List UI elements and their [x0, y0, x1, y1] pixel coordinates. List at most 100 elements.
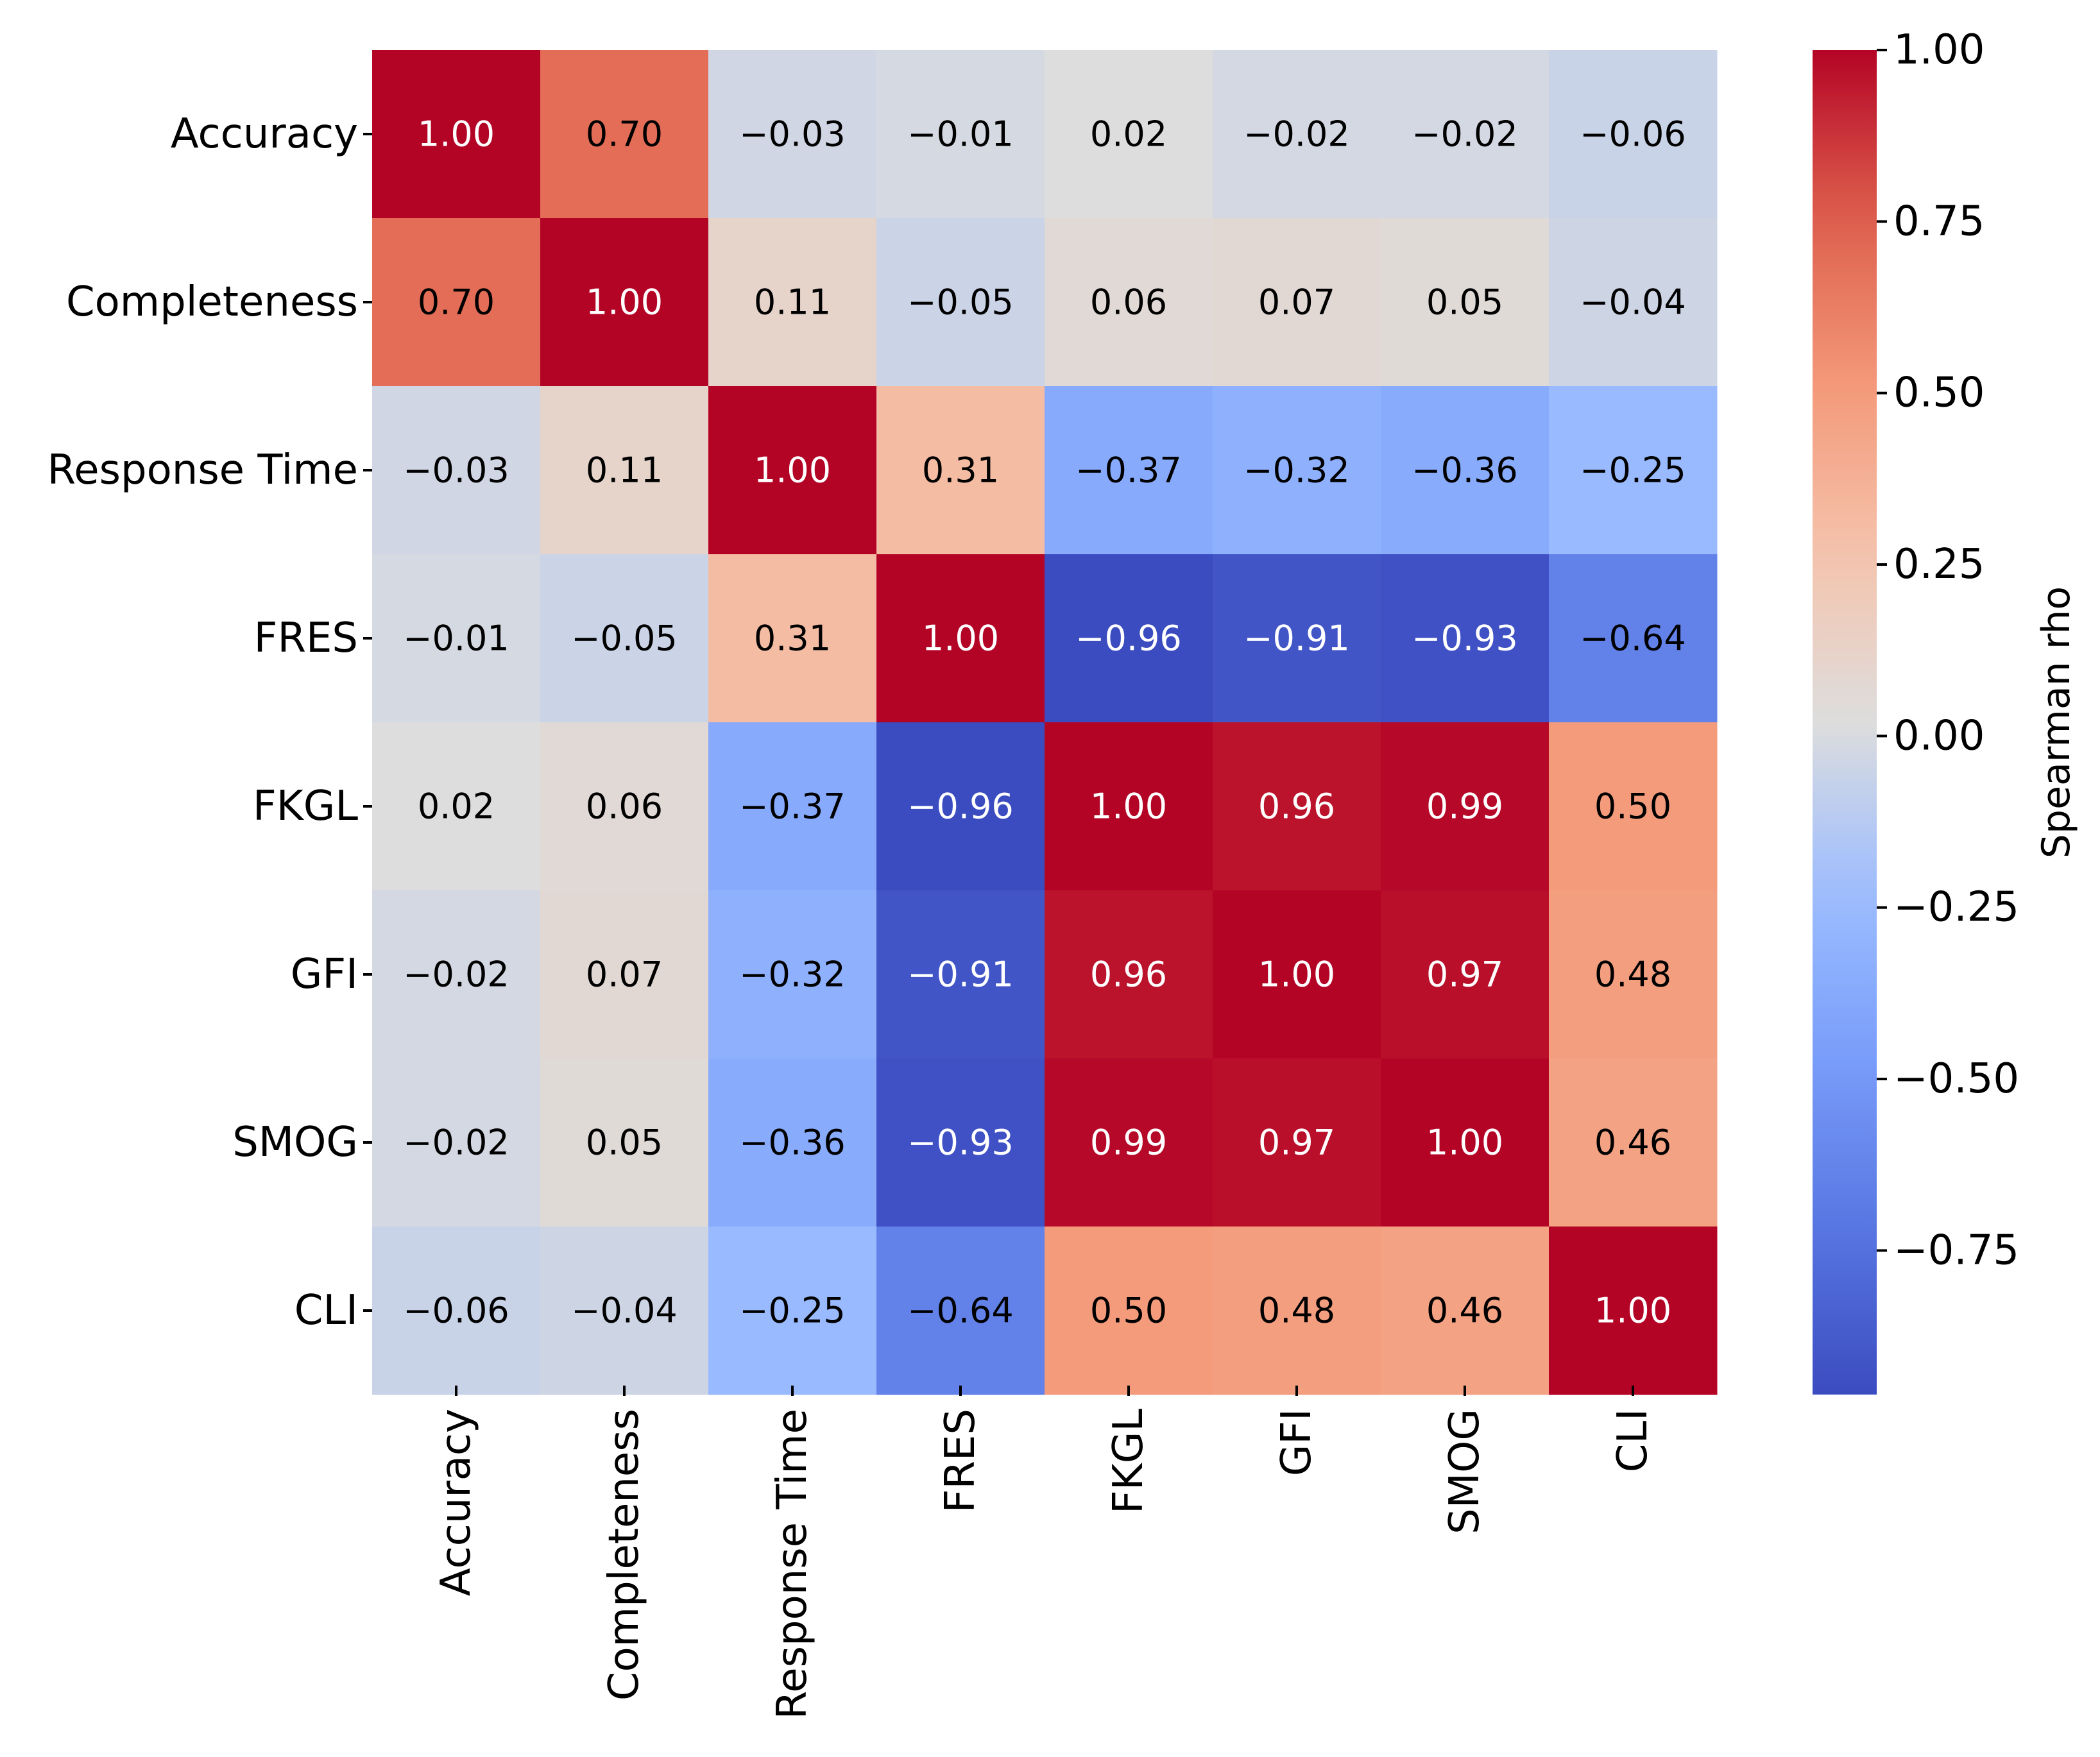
heatmap-cell [1381, 1227, 1549, 1395]
heatmap-cell [1213, 890, 1381, 1059]
colorbar-tick-label: 1.00 [1893, 26, 1985, 74]
heatmap-cell [708, 50, 877, 219]
cell-value-label: −0.05 [571, 618, 677, 659]
y-tick-label: SMOG [232, 1119, 358, 1166]
cell-value-label: 0.02 [418, 786, 495, 827]
x-tick-label: Completeness [601, 1409, 648, 1701]
cell-value-label: −0.37 [1075, 450, 1181, 491]
heatmap-cell [1213, 1227, 1381, 1395]
y-tick-label: CLI [295, 1287, 358, 1334]
heatmap-cell [876, 554, 1045, 723]
colorbar-tick-label: 0.25 [1893, 541, 1985, 588]
heatmap-cell [1549, 50, 1718, 219]
cell-value-label: −0.32 [739, 955, 845, 995]
cell-value-label: 0.97 [1258, 1123, 1335, 1163]
cell-value-label: 0.50 [1594, 786, 1671, 827]
cell-value-label: 0.48 [1258, 1291, 1335, 1331]
cell-value-label: −0.25 [1580, 450, 1686, 491]
cell-value-label: −0.02 [1412, 114, 1517, 155]
cell-value-label: −0.02 [403, 955, 509, 995]
cell-value-label: 0.50 [1090, 1291, 1167, 1331]
y-tick-label: GFI [291, 951, 358, 998]
heatmap-cell [1045, 554, 1213, 723]
heatmap-cell [708, 722, 877, 891]
heatmap-cell [1213, 1058, 1381, 1227]
heatmap-cell [372, 890, 541, 1059]
cell-value-label: 0.99 [1090, 1123, 1167, 1163]
cell-value-label: 0.05 [1426, 282, 1503, 323]
cell-value-label: 0.96 [1258, 786, 1335, 827]
y-tick-label: Response Time [47, 446, 358, 494]
cell-value-label: −0.64 [907, 1291, 1013, 1331]
heatmap-cell [1381, 722, 1549, 891]
heatmap-cell [372, 554, 541, 723]
heatmap-cell [372, 1227, 541, 1395]
cell-value-label: 1.00 [418, 114, 495, 155]
cell-value-label: 1.00 [922, 618, 999, 659]
cell-value-label: −0.93 [907, 1123, 1013, 1163]
heatmap-cell [1381, 386, 1549, 555]
heatmap-cell [540, 218, 709, 387]
cell-value-label: 1.00 [1258, 955, 1335, 995]
heatmap-cell [1213, 50, 1381, 219]
cell-value-label: −0.01 [907, 114, 1013, 155]
cell-value-label: 0.02 [1090, 114, 1167, 155]
cell-value-label: −0.32 [1243, 450, 1349, 491]
colorbar-label: Spearman rho [2034, 586, 2079, 858]
y-tick-label: Accuracy [171, 110, 358, 158]
colorbar-tick-label: 0.75 [1893, 198, 1985, 245]
heatmap-cell [540, 386, 709, 555]
cell-value-label: 1.00 [1594, 1291, 1671, 1331]
heatmap-cell [540, 1058, 709, 1227]
heatmap-cell [708, 890, 877, 1059]
cell-value-label: 0.46 [1426, 1291, 1503, 1331]
x-axis-labels: Accuracy Completeness Response Time FRES FKG… [432, 1386, 1657, 1719]
cell-value-label: 1.00 [754, 450, 831, 491]
heatmap-cell [372, 386, 541, 555]
colorbar-tick-label: −0.50 [1893, 1055, 2019, 1103]
cell-value-label: −0.37 [739, 786, 845, 827]
colorbar-gradient [1813, 50, 1877, 1395]
heatmap-cell [1549, 890, 1718, 1059]
heatmap-cell [1045, 890, 1213, 1059]
cell-value-label: 0.06 [586, 786, 663, 827]
x-tick-label: GFI [1273, 1409, 1320, 1476]
heatmap-cell [372, 218, 541, 387]
cell-value-label: −0.06 [403, 1291, 509, 1331]
heatmap-cell [1549, 386, 1718, 555]
cell-value-label: −0.01 [403, 618, 509, 659]
cell-value-label: 0.31 [922, 450, 999, 491]
heatmap-cell [876, 1227, 1045, 1395]
heatmap-cell [1213, 722, 1381, 891]
cell-value-label: 0.99 [1426, 786, 1503, 827]
cell-value-label: −0.03 [403, 450, 509, 491]
x-tick-label: SMOG [1441, 1409, 1489, 1534]
cell-annotations: 1.00 0.70 −0.03 −0.01 0.02 −0.02 −0.02 −0.06 0.7… [403, 114, 1686, 1331]
cell-value-label: −0.96 [1075, 618, 1181, 659]
cell-value-label: −0.36 [739, 1123, 845, 1163]
heatmap-cell [1549, 1227, 1718, 1395]
cell-value-label: −0.03 [739, 114, 845, 155]
cell-value-label: 0.48 [1594, 955, 1671, 995]
heatmap-cell [540, 1227, 709, 1395]
heatmap-cell [1213, 386, 1381, 555]
cell-value-label: 0.06 [1090, 282, 1167, 323]
colorbar-tick-label: −0.25 [1893, 884, 2019, 931]
x-tick-label: FKGL [1105, 1409, 1152, 1514]
cell-value-label: −0.64 [1580, 618, 1686, 659]
cell-value-label: 1.00 [1426, 1123, 1503, 1163]
heatmap-cell [1381, 554, 1549, 723]
colorbar-tick-label: 0.50 [1893, 369, 1985, 417]
heatmap-cell [1045, 1058, 1213, 1227]
x-tick-label: Accuracy [432, 1409, 480, 1596]
heatmap-cell [1045, 722, 1213, 891]
cell-value-label: −0.96 [907, 786, 1013, 827]
y-tick-label: Completeness [66, 278, 358, 326]
x-tick-label: Response Time [769, 1409, 816, 1719]
heatmap-cell [1381, 1058, 1549, 1227]
cell-value-label: −0.02 [403, 1123, 509, 1163]
colorbar-ticks: 1.00 0.75 0.50 0.25 0.00 −0.25 −0.50 −0.75 [1877, 26, 2019, 1274]
heatmap-cell [708, 554, 877, 723]
heatmap-cell [1045, 218, 1213, 387]
colorbar: 1.00 0.75 0.50 0.25 0.00 −0.25 −0.50 −0.75 Spea… [1813, 26, 2079, 1395]
